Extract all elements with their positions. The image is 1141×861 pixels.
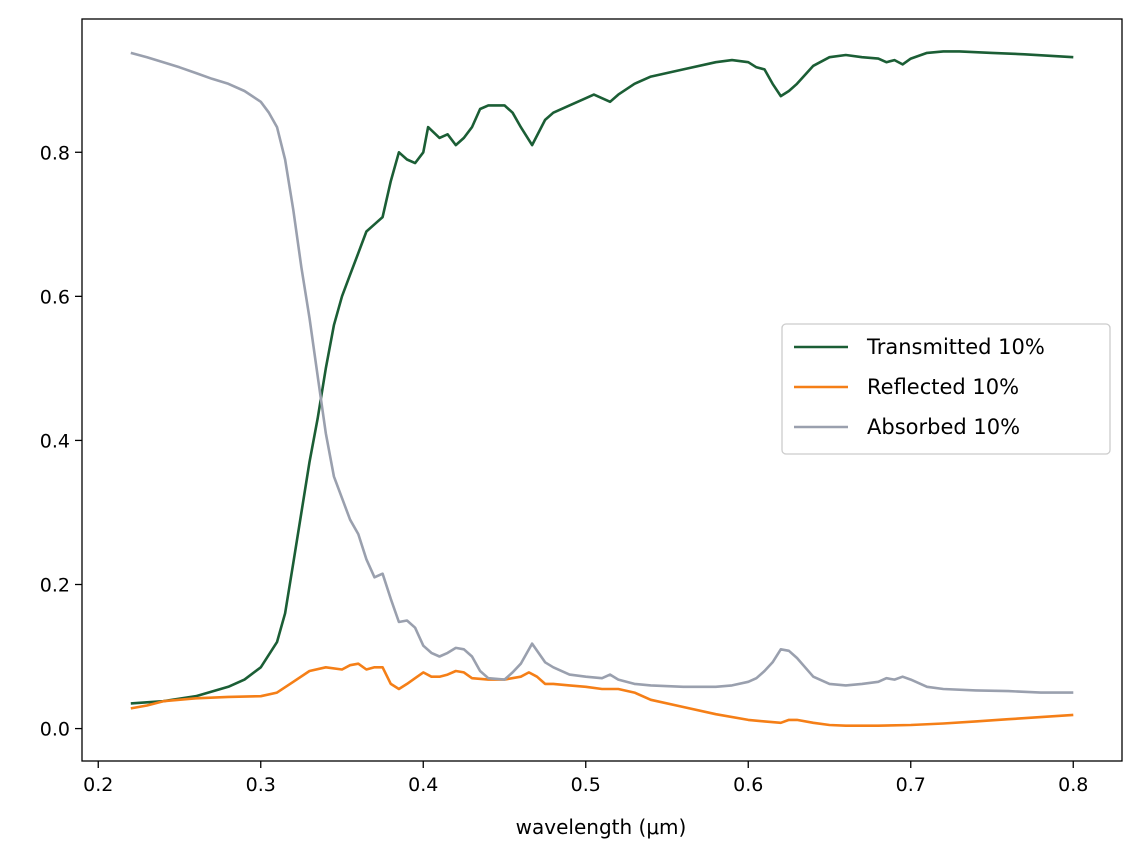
series-line-transmitted: [130, 50, 1074, 705]
x-tick-label: 0.3: [246, 774, 276, 796]
legend-label-reflected: Reflected 10%: [867, 375, 1019, 399]
x-tick-label: 0.5: [571, 774, 601, 796]
x-tick-label: 0.6: [733, 774, 763, 796]
legend-box: [781, 323, 1111, 455]
y-tick-label: 0.0: [40, 719, 70, 741]
y-tick-label: 0.4: [40, 430, 70, 452]
legend-label-absorbed: Absorbed 10%: [867, 415, 1020, 439]
x-tick-label: 0.7: [896, 774, 926, 796]
x-tick-label: 0.2: [83, 774, 113, 796]
legend: Transmitted 10% Reflected 10% Absorbed 10%: [781, 323, 1111, 455]
plot-lines: [130, 50, 1074, 727]
y-tick-label: 0.2: [40, 575, 70, 597]
x-tick-label: 0.4: [408, 774, 438, 796]
x-tick-label: 0.8: [1058, 774, 1088, 796]
y-tick-label: 0.6: [40, 286, 70, 308]
x-axis-label: wavelength (μm): [516, 815, 687, 839]
y-axis-ticks: 0.0 0.2 0.4 0.6 0.8: [40, 142, 82, 741]
series-line-absorbed: [130, 51, 1074, 694]
x-axis-ticks: 0.2 0.3 0.4 0.5 0.6 0.7 0.8: [83, 761, 1088, 796]
plot-frame: [81, 18, 1123, 762]
legend-label-transmitted: Transmitted 10%: [866, 335, 1045, 359]
y-tick-label: 0.8: [40, 142, 70, 164]
